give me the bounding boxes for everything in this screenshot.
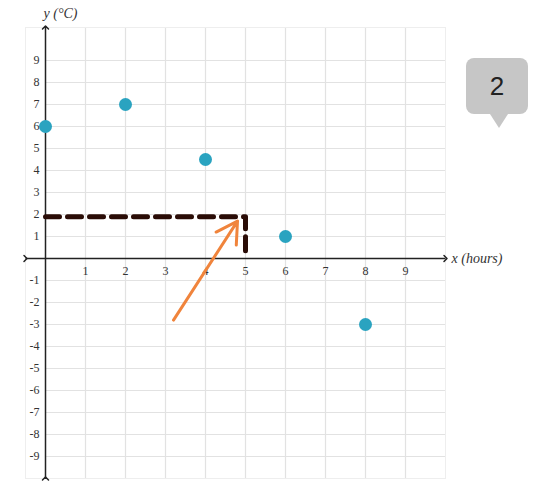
svg-text:5: 5 — [34, 141, 40, 155]
svg-text:-7: -7 — [30, 405, 40, 419]
svg-text:6: 6 — [34, 119, 40, 133]
svg-text:3: 3 — [34, 185, 40, 199]
html-text:2: 2 — [489, 70, 505, 101]
svg-text:2: 2 — [123, 264, 129, 278]
svg-text:4: 4 — [34, 163, 40, 177]
svg-text:-9: -9 — [30, 449, 40, 463]
svg-text:1: 1 — [34, 229, 40, 243]
svg-text:y (°C): y (°C) — [42, 6, 78, 22]
svg-text:x (hours): x (hours) — [451, 251, 503, 267]
svg-text:9: 9 — [34, 53, 40, 67]
svg-text:7: 7 — [323, 264, 329, 278]
svg-text:-8: -8 — [30, 427, 40, 441]
svg-text:-6: -6 — [30, 383, 40, 397]
svg-text:-2: -2 — [30, 295, 40, 309]
svg-text:-1: -1 — [30, 273, 40, 287]
svg-text:-5: -5 — [30, 361, 40, 375]
svg-text:6: 6 — [283, 264, 289, 278]
svg-text:-4: -4 — [30, 339, 40, 353]
svg-text:-3: -3 — [30, 317, 40, 331]
svg-text:7: 7 — [34, 97, 40, 111]
svg-text:1: 1 — [83, 264, 89, 278]
svg-text:8: 8 — [363, 264, 369, 278]
svg-text:5: 5 — [243, 264, 249, 278]
svg-text:2: 2 — [34, 207, 40, 221]
svg-text:3: 3 — [163, 264, 169, 278]
svg-text:9: 9 — [403, 264, 409, 278]
svg-text:8: 8 — [34, 75, 40, 89]
